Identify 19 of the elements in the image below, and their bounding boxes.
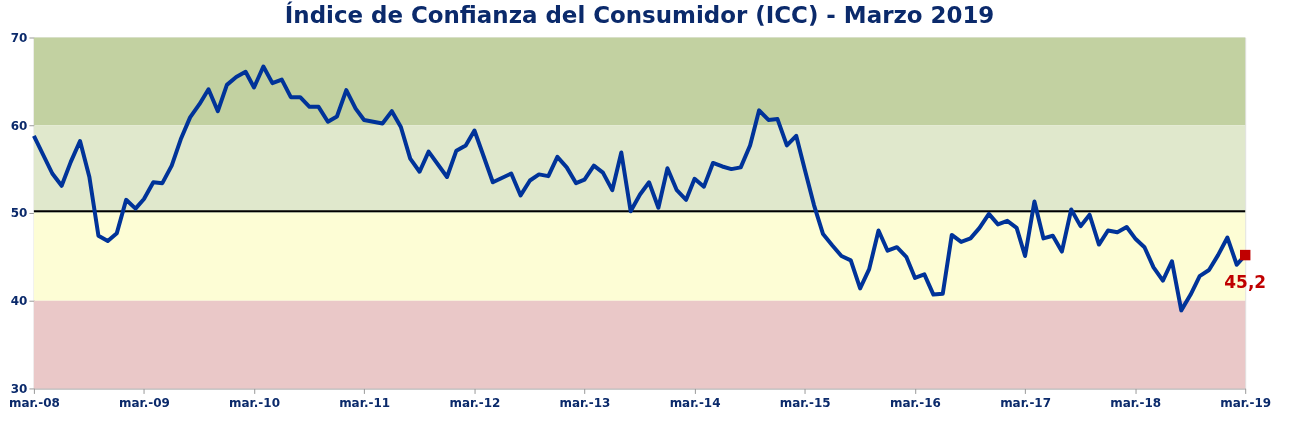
x-tick-label: mar.-16	[890, 395, 941, 410]
x-tick-label: mar.-17	[1000, 395, 1051, 410]
y-tick-label: 40	[10, 294, 28, 309]
x-tick-label: mar.-09	[119, 395, 170, 410]
y-tick-label: 70	[10, 31, 28, 45]
x-tick-label: mar.-18	[1110, 395, 1162, 410]
chart-title: Índice de Confianza del Consumidor (ICC) - Marzo 2019	[284, 0, 995, 28]
y-tick-label: 60	[10, 118, 28, 133]
x-tick-label: mar.-14	[669, 395, 721, 410]
x-tick-label: mar.-12	[449, 395, 501, 410]
x-tick-label: mar.-10	[229, 395, 280, 410]
y-tick-label: 30	[10, 381, 28, 396]
x-tick-label: mar.-13	[559, 395, 611, 410]
x-tick-label: mar.-15	[779, 395, 831, 410]
x-tick-label: mar.-19	[1220, 395, 1272, 410]
y-tick-label: 50	[10, 206, 28, 221]
x-tick-label: mar.-11	[339, 395, 391, 410]
x-tick-label: mar.-08	[8, 395, 60, 410]
data-label: 45,2	[1224, 271, 1267, 292]
